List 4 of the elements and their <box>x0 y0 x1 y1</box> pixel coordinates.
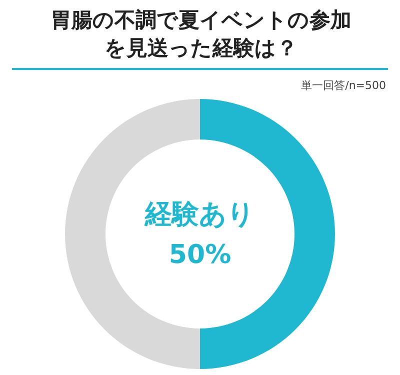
data-label: 50% <box>168 240 232 270</box>
text: 単一回答/n=500 <box>301 78 386 93</box>
slice-label: 経験あり <box>144 199 255 230</box>
chart-title: 胃腸の不調で夏イベントの参加を見送った経験は？ <box>50 7 352 62</box>
